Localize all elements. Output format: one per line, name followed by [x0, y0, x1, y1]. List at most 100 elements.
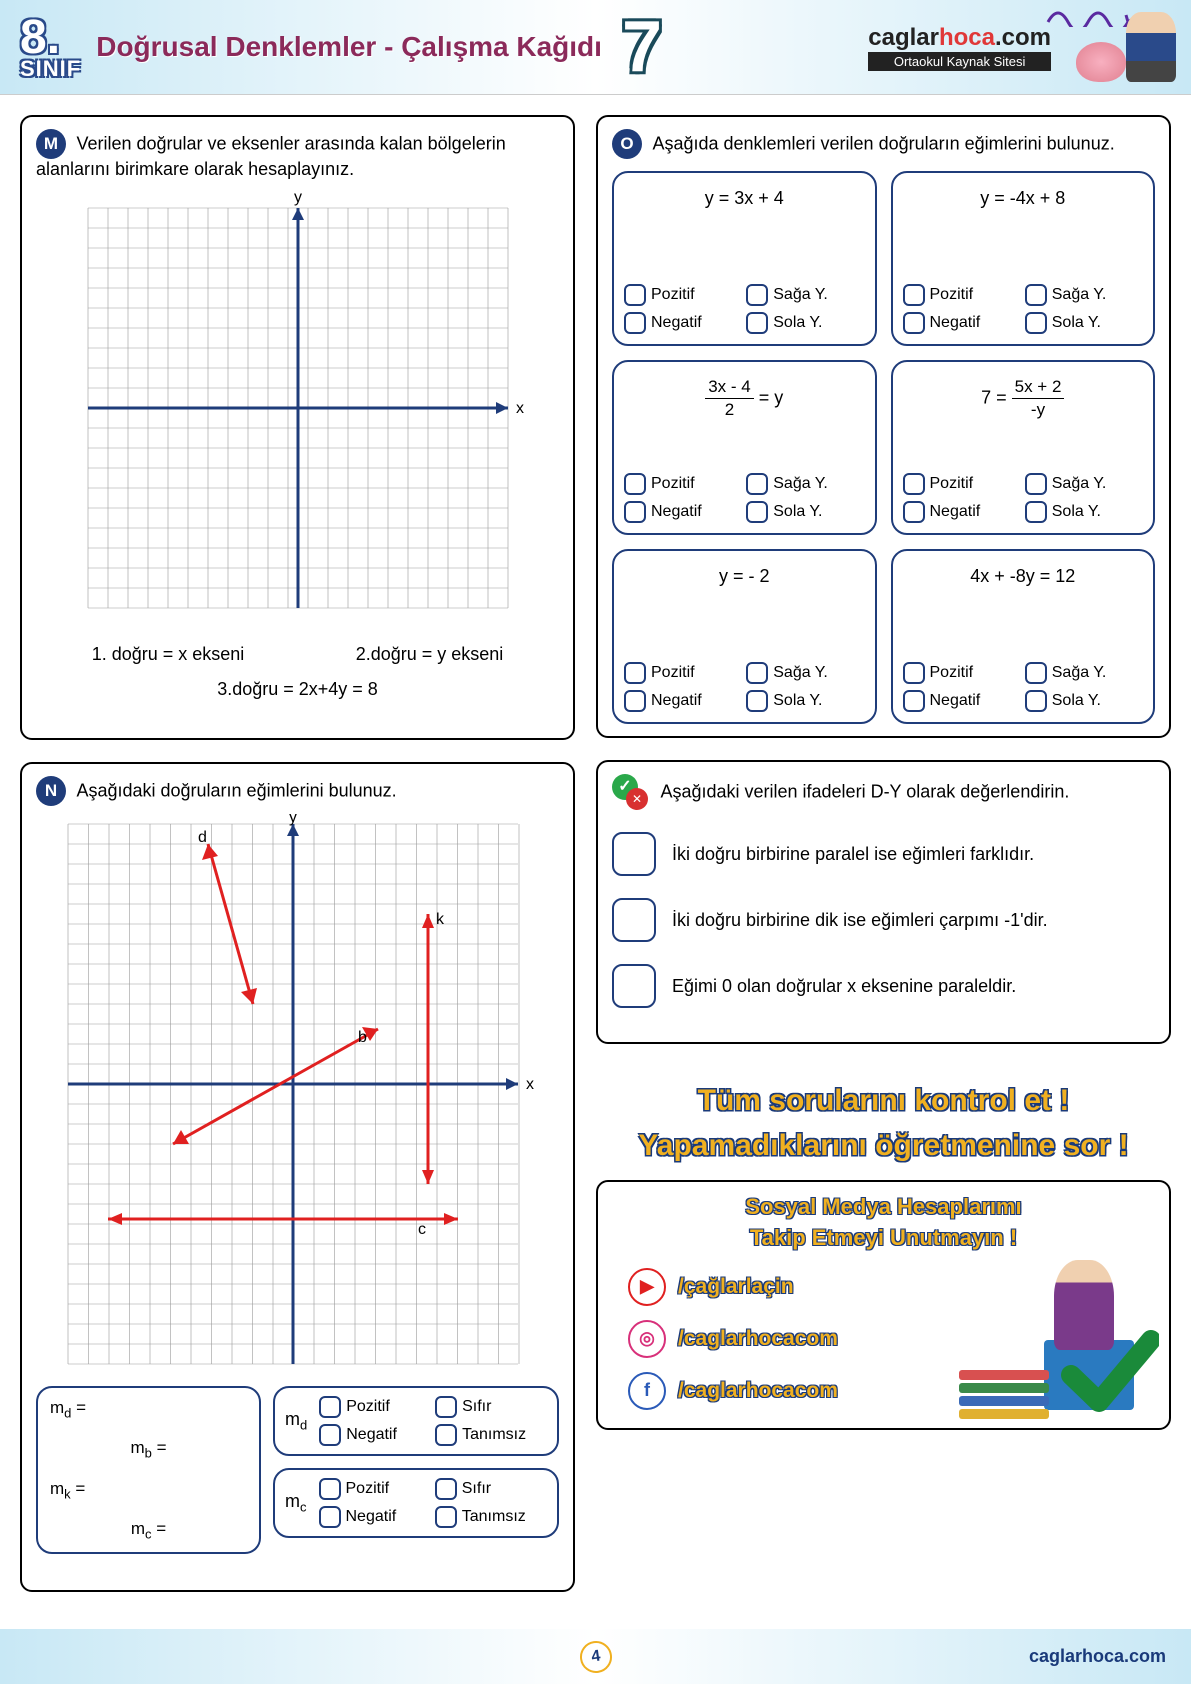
equation-card: y = -4x + 8 PozitifSağa Y.NegatifSola Y. — [891, 171, 1156, 346]
check-cross-icon — [612, 774, 648, 810]
tf-checkbox[interactable] — [612, 898, 656, 942]
check-negatif[interactable]: Negatif — [319, 1424, 431, 1446]
page-header: 8. SINIF Doğrusal Denklemler - Çalışma K… — [0, 0, 1191, 95]
check-saga[interactable]: Sağa Y. — [746, 284, 864, 306]
check-pozitif[interactable]: Pozitif — [903, 662, 1021, 684]
slope-check-mc: mc Pozitif Sıfır Negatif Tanımsız — [273, 1468, 559, 1538]
panel-tf-title: Aşağıdaki verilen ifadeleri D-Y olarak d… — [660, 782, 1069, 802]
check-pozitif[interactable]: Pozitif — [903, 284, 1021, 306]
footer-page-number: 4 — [577, 1638, 613, 1674]
ig-icon: ◎ — [628, 1320, 666, 1358]
panel-message: Tüm sorularını kontrol et ! Yapamadıklar… — [596, 1066, 1171, 1180]
check-pozitif[interactable]: Pozitif — [624, 284, 742, 306]
x-axis-label: x — [516, 400, 524, 417]
tf-row: Eğimi 0 olan doğrular x eksenine paralel… — [612, 964, 1155, 1008]
check-saga[interactable]: Sağa Y. — [746, 473, 864, 495]
equation-card: 3x - 42 = yPozitifSağa Y.NegatifSola Y. — [612, 360, 877, 535]
check-sola[interactable]: Sola Y. — [1025, 690, 1143, 712]
panel-m-title: Verilen doğrular ve eksenler arasında ka… — [36, 134, 506, 180]
panel-o-title: Aşağıda denklemleri verilen doğruların e… — [652, 134, 1114, 154]
graph-n: x y d k b — [58, 814, 538, 1374]
check-tanimsiz[interactable]: Tanımsız — [435, 1506, 547, 1528]
mascot-icon — [1126, 12, 1176, 82]
slope-check-col: md Pozitif Sıfır Negatif Tanımsız mc — [273, 1386, 559, 1554]
tf-statement: İki doğru birbirine paralel ise eğimleri… — [672, 844, 1034, 865]
svg-text:x: x — [526, 1076, 534, 1093]
tf-statement: İki doğru birbirine dik ise eğimleri çar… — [672, 910, 1048, 931]
mk-label: mk = — [50, 1479, 247, 1501]
check-negatif[interactable]: Negatif — [903, 312, 1021, 334]
svg-text:d: d — [198, 829, 207, 846]
brain-icon — [1076, 42, 1126, 82]
svg-text:b: b — [358, 1029, 367, 1046]
panel-social: Sosyal Medya Hesaplarımı Takip Etmeyi Un… — [596, 1180, 1171, 1430]
check-sola[interactable]: Sola Y. — [746, 690, 864, 712]
equation-text: y = - 2 — [624, 565, 865, 588]
check-pozitif[interactable]: Pozitif — [319, 1478, 431, 1500]
tf-checkbox[interactable] — [612, 964, 656, 1008]
check-saga[interactable]: Sağa Y. — [1025, 473, 1143, 495]
social-handle: /çağlarlaçin — [678, 1275, 794, 1299]
sheet-number: 7 — [622, 6, 662, 88]
tf-checkbox[interactable] — [612, 832, 656, 876]
svg-text:y: y — [289, 814, 297, 826]
check-sola[interactable]: Sola Y. — [746, 312, 864, 334]
panel-m-lines: 1. doğru = x ekseni 2.doğru = y ekseni 3… — [36, 644, 559, 700]
check-saga[interactable]: Sağa Y. — [1025, 662, 1143, 684]
right-column: O Aşağıda denklemleri verilen doğruların… — [596, 115, 1171, 1452]
tf-row: İki doğru birbirine paralel ise eğimleri… — [612, 832, 1155, 876]
check-sifir[interactable]: Sıfır — [435, 1396, 547, 1418]
check-pozitif[interactable]: Pozitif — [624, 662, 742, 684]
mb-label: mb = — [50, 1438, 247, 1460]
check-pozitif[interactable]: Pozitif — [624, 473, 742, 495]
panel-o: O Aşağıda denklemleri verilen doğruların… — [596, 115, 1171, 738]
equation-card: y = - 2 PozitifSağa Y.NegatifSola Y. — [612, 549, 877, 724]
check-sola[interactable]: Sola Y. — [746, 501, 864, 523]
equation-card: 4x + -8y = 12 PozitifSağa Y.NegatifSola Y… — [891, 549, 1156, 724]
badge-o: O — [612, 129, 642, 159]
equation-text: 4x + -8y = 12 — [903, 565, 1144, 588]
mc-label: mc = — [50, 1519, 247, 1541]
check-negatif[interactable]: Negatif — [903, 690, 1021, 712]
worksheet-page: 8. SINIF Doğrusal Denklemler - Çalışma K… — [0, 0, 1191, 1684]
social-handle: /caglarhocacom — [678, 1379, 838, 1403]
y-axis-label: y — [294, 189, 302, 206]
panel-tf: Aşağıdaki verilen ifadeleri D-Y olarak d… — [596, 760, 1171, 1044]
check-tanimsiz[interactable]: Tanımsız — [435, 1424, 547, 1446]
graph-m: x y — [68, 188, 528, 628]
check-negatif[interactable]: Negatif — [624, 501, 742, 523]
check-saga[interactable]: Sağa Y. — [746, 662, 864, 684]
logo-text: caglarhoca.com — [868, 24, 1051, 52]
content-area: M Verilen doğrular ve eksenler arasında … — [0, 95, 1191, 1629]
grade-sub: SINIF — [20, 59, 81, 79]
logo-subtitle: Ortaokul Kaynak Sitesi — [868, 52, 1051, 71]
footer-url: caglarhoca.com — [1029, 1646, 1166, 1667]
equation-text: 7 = 5x + 2-y — [903, 376, 1144, 421]
grade-badge: 8. SINIF — [20, 16, 81, 79]
check-sola[interactable]: Sola Y. — [1025, 501, 1143, 523]
header-art — [1061, 7, 1171, 87]
check-sifir[interactable]: Sıfır — [435, 1478, 547, 1500]
slope-check-md: md Pozitif Sıfır Negatif Tanımsız — [273, 1386, 559, 1456]
check-pozitif[interactable]: Pozitif — [319, 1396, 431, 1418]
equation-text: y = -4x + 8 — [903, 187, 1144, 210]
equation-card: y = 3x + 4PozitifSağa Y.NegatifSola Y. — [612, 171, 877, 346]
svg-text:k: k — [436, 911, 445, 928]
social-handle: /caglarhocacom — [678, 1327, 838, 1351]
check-pozitif[interactable]: Pozitif — [903, 473, 1021, 495]
check-sola[interactable]: Sola Y. — [1025, 312, 1143, 334]
check-negatif[interactable]: Negatif — [319, 1506, 431, 1528]
social-art — [959, 1240, 1159, 1420]
page-title: Doğrusal Denklemler - Çalışma Kağıdı — [96, 31, 602, 63]
check-saga[interactable]: Sağa Y. — [1025, 284, 1143, 306]
line1-text: 1. doğru = x ekseni — [92, 644, 245, 665]
page-footer: 4 caglarhoca.com — [0, 1629, 1191, 1684]
check-negatif[interactable]: Negatif — [903, 501, 1021, 523]
check-negatif[interactable]: Negatif — [624, 690, 742, 712]
left-column: M Verilen doğrular ve eksenler arasında … — [20, 115, 575, 1614]
site-logo: caglarhoca.com Ortaokul Kaynak Sitesi — [868, 24, 1051, 71]
equation-grid: y = 3x + 4PozitifSağa Y.NegatifSola Y.y … — [612, 171, 1155, 724]
md-label: md = — [50, 1398, 247, 1420]
check-negatif[interactable]: Negatif — [624, 312, 742, 334]
checkmark-icon — [1059, 1320, 1159, 1420]
